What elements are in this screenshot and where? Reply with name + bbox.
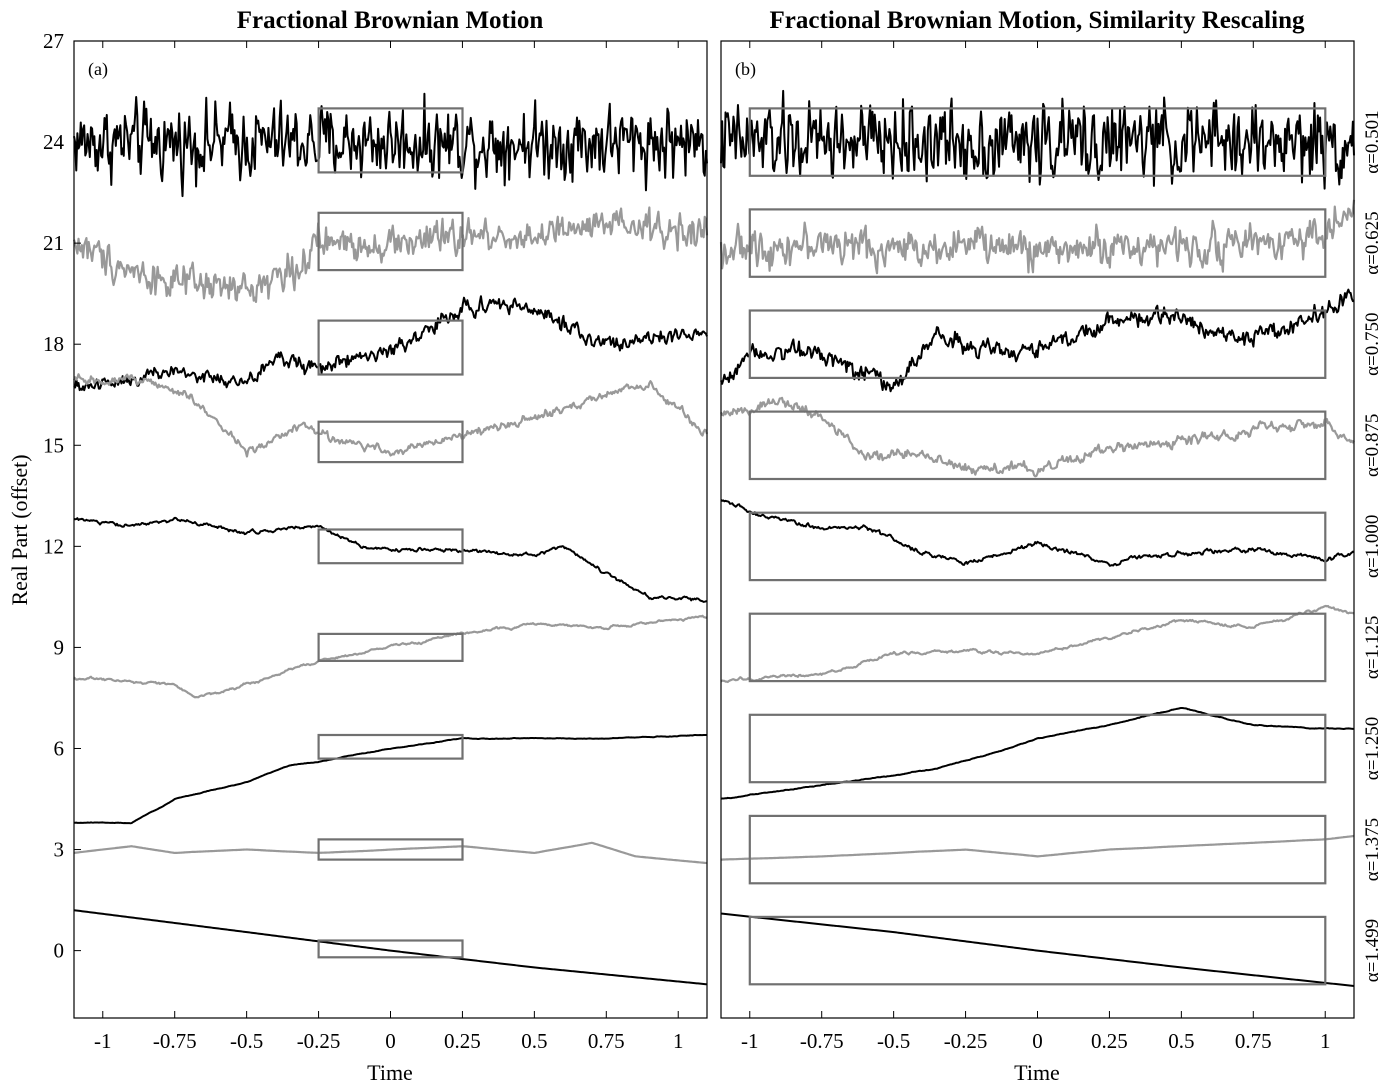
series-line-a-alpha-1 — [73, 516, 708, 603]
series-line-a-alpha-0_875 — [72, 373, 709, 458]
series-line-a-alpha-1_125 — [73, 614, 708, 699]
axes-frame-b — [720, 40, 1355, 1019]
window-box-a-3 — [317, 319, 464, 376]
y-tick-label: 12 — [43, 534, 64, 558]
window-box-a-7 — [317, 733, 464, 760]
panel-label-a: (a) — [88, 59, 108, 80]
x-tick-label-a: 1 — [673, 1029, 684, 1053]
x-tick-label-a: 0.25 — [444, 1029, 481, 1053]
series-line-a-alpha-1_375 — [73, 841, 708, 865]
window-box-b-1 — [748, 107, 1327, 177]
series-line-b-alpha-0_875 — [720, 396, 1355, 478]
series-line-a-alpha-0_625 — [72, 206, 709, 304]
series-line-b-alpha-0_75 — [720, 288, 1355, 393]
series-line-b-alpha-1_25 — [720, 707, 1355, 800]
window-box-b-3 — [748, 309, 1327, 380]
y-tick-label: 27 — [43, 29, 64, 53]
y-tick-label: 18 — [43, 332, 64, 356]
window-box-b-7 — [748, 713, 1327, 784]
x-tick-label-b: -0.25 — [944, 1029, 988, 1053]
alpha-label: α=1.250 — [1362, 717, 1383, 780]
window-box-b-5 — [748, 511, 1327, 582]
window-box-a-4 — [317, 420, 464, 464]
series-line-a-alpha-0_75 — [73, 295, 708, 392]
series-line-a-alpha-0_501 — [73, 92, 708, 198]
alpha-labels: α=0.501 α=0.625 α=0.750 α=0.875 α=1.000 α=1.1… — [1362, 110, 1383, 982]
x-tick-label-b: -1 — [741, 1029, 759, 1053]
series-line-b-alpha-1 — [720, 499, 1355, 567]
series-line-b-alpha-0_501 — [720, 89, 1355, 190]
y-tick-label: 3 — [54, 838, 65, 862]
window-box-a-5 — [317, 528, 464, 565]
y-ticks-a: 0 3 6 9 12 15 18 21 24 27 — [43, 29, 81, 963]
x-tick-label-a: 0.75 — [588, 1029, 625, 1053]
series-line-b-alpha-1_125 — [720, 604, 1355, 684]
x-tick-label-b: -0.75 — [800, 1029, 844, 1053]
alpha-label: α=0.750 — [1362, 312, 1383, 375]
y-tick-label: 21 — [43, 231, 64, 255]
x-tick-label-b: 0.5 — [1168, 1029, 1194, 1053]
y-tick-label: 24 — [43, 130, 65, 154]
series-line-a-alpha-1_25 — [73, 733, 708, 825]
window-box-a-1 — [317, 107, 464, 174]
alpha-label: α=1.499 — [1362, 919, 1383, 982]
x-tick-label-b: 0.25 — [1091, 1029, 1128, 1053]
window-box-a-9 — [317, 939, 464, 959]
window-box-b-9 — [748, 915, 1327, 986]
window-box-b-4 — [748, 410, 1327, 481]
alpha-label: α=0.625 — [1362, 211, 1383, 274]
series-line-a-alpha-1_499 — [73, 909, 708, 986]
y-tick-label: 0 — [54, 939, 65, 963]
x-tick-label-a: 0 — [385, 1029, 396, 1053]
y-tick-label: 6 — [54, 736, 65, 760]
alpha-label: α=0.501 — [1362, 110, 1383, 173]
panel-label-b: (b) — [735, 59, 756, 80]
x-tick-label-b: 0.75 — [1235, 1029, 1272, 1053]
window-box-a-2 — [317, 211, 464, 272]
plot-area-b — [719, 89, 1356, 987]
alpha-label: α=1.125 — [1362, 616, 1383, 679]
window-box-b-6 — [748, 612, 1327, 683]
series-line-b-alpha-1_375 — [720, 834, 1355, 861]
x-tick-label-b: 1 — [1320, 1029, 1331, 1053]
y-tick-label: 15 — [43, 433, 64, 457]
title-panel-a: Fractional Brownian Motion — [237, 7, 544, 34]
x-tick-label-a: -0.25 — [297, 1029, 341, 1053]
series-line-b-alpha-0_625 — [719, 199, 1356, 275]
x-ticks-a: -1 -0.75 -0.5 -0.25 0 0.25 0.5 0.75 1 — [94, 41, 683, 1053]
x-tick-label-a: -0.75 — [153, 1029, 197, 1053]
window-box-a-8 — [317, 838, 464, 861]
x-tick-label-b: -0.5 — [877, 1029, 910, 1053]
x-tick-label-a: -1 — [94, 1029, 112, 1053]
x-tick-label-a: -0.5 — [230, 1029, 263, 1053]
series-line-b-alpha-1_499 — [720, 912, 1355, 987]
window-box-a-6 — [317, 632, 464, 663]
alpha-label: α=1.375 — [1362, 818, 1383, 881]
y-axis-label: Real Part (offset) — [7, 454, 32, 605]
title-panel-b: Fractional Brownian Motion, Similarity R… — [770, 7, 1305, 34]
plot-area-a — [72, 92, 709, 986]
alpha-label: α=1.000 — [1362, 515, 1383, 578]
window-box-b-2 — [748, 208, 1327, 278]
x-tick-label-b: 0 — [1032, 1029, 1043, 1053]
x-axis-label-a: Time — [367, 1060, 413, 1085]
alpha-label: α=0.875 — [1362, 414, 1383, 477]
x-tick-label-a: 0.5 — [521, 1029, 547, 1053]
x-axis-label-b: Time — [1014, 1060, 1060, 1085]
x-ticks-b: -1 -0.75 -0.5 -0.25 0 0.25 0.5 0.75 1 — [741, 41, 1330, 1053]
window-box-b-8 — [748, 814, 1327, 885]
y-tick-label: 9 — [54, 635, 65, 659]
